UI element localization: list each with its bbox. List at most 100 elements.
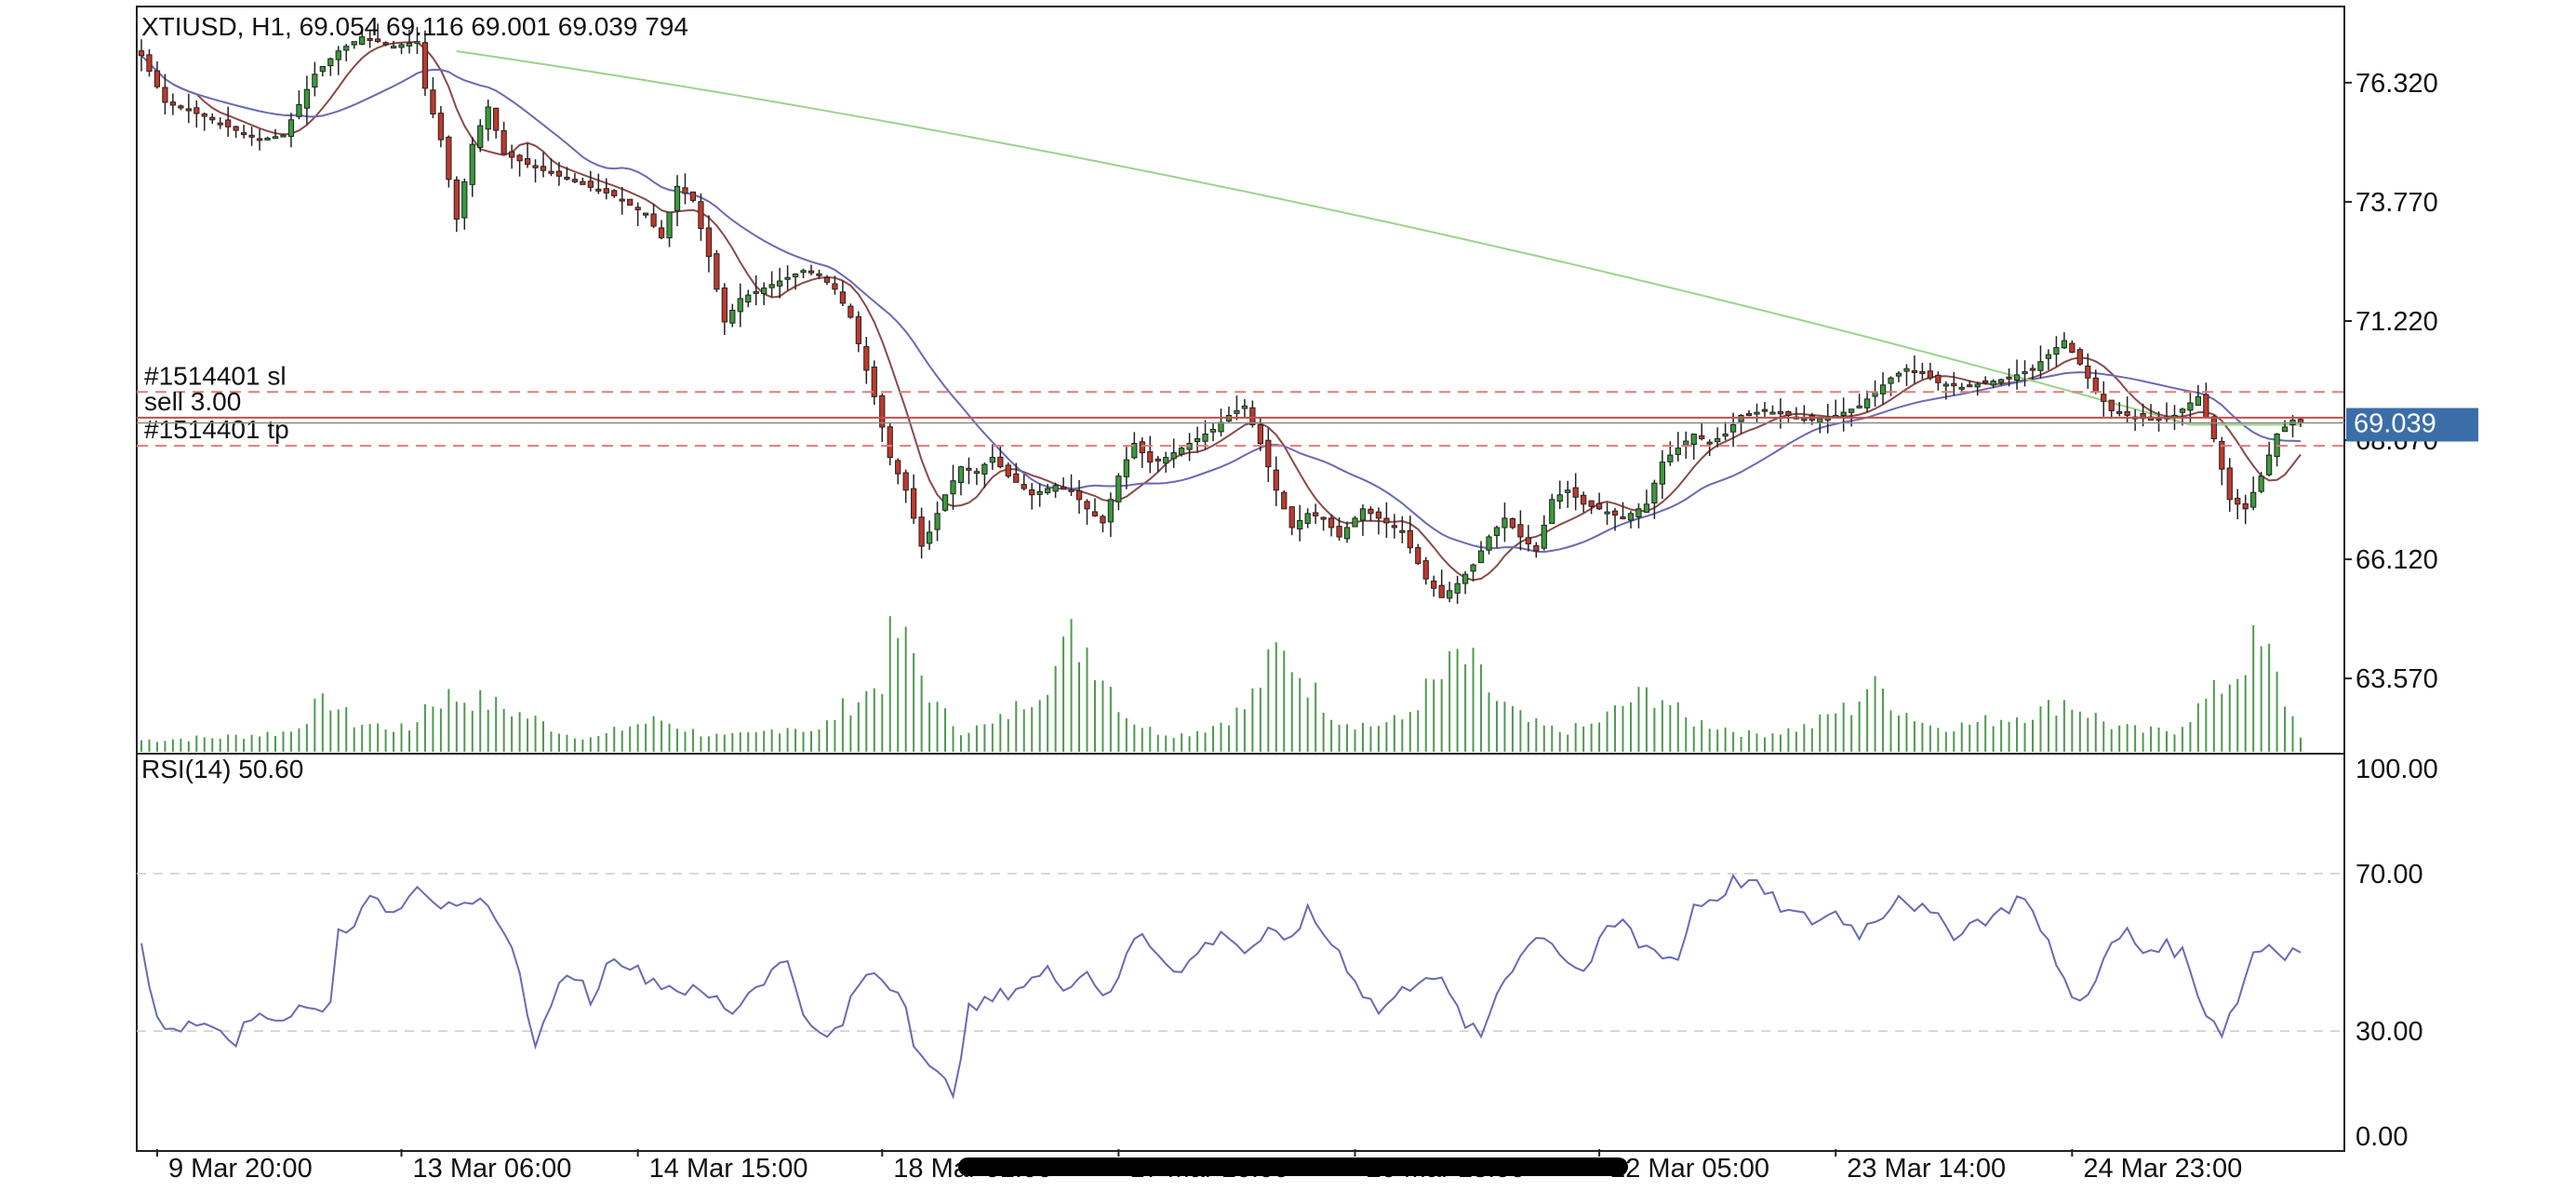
- candle: [768, 271, 775, 297]
- candle: [256, 128, 263, 151]
- candle: [421, 30, 429, 97]
- candle: [1209, 422, 1217, 442]
- candle: [1163, 451, 1169, 473]
- candle: [153, 61, 161, 89]
- candle: [240, 125, 247, 139]
- candle: [414, 27, 420, 55]
- candle: [146, 49, 153, 77]
- time-tick-label: 13 Mar 06:00: [413, 1154, 572, 1184]
- candle: [248, 127, 255, 146]
- candle: [1588, 500, 1595, 515]
- candle: [272, 128, 279, 140]
- candle: [658, 220, 665, 240]
- candle: [1951, 371, 1957, 395]
- candle: [611, 189, 618, 198]
- candle: [1234, 395, 1240, 421]
- candle: [1273, 456, 1279, 506]
- candle: [1879, 372, 1887, 405]
- candle: [2069, 340, 2075, 354]
- candle: [335, 46, 341, 75]
- candle: [1863, 390, 1871, 412]
- candle: [2265, 441, 2273, 477]
- candle: [162, 74, 168, 115]
- candle: [1336, 517, 1342, 542]
- candle: [1021, 474, 1027, 491]
- candle: [1123, 447, 1129, 489]
- candle: [501, 121, 507, 154]
- candle: [1990, 379, 1996, 389]
- candle: [1974, 381, 1981, 396]
- candle: [233, 126, 239, 139]
- candle: [1147, 435, 1154, 474]
- candle: [1060, 477, 1067, 489]
- candle: [2195, 384, 2202, 406]
- candle: [918, 507, 925, 559]
- candle: [1415, 543, 1421, 566]
- candle: [280, 133, 287, 138]
- candle: [555, 161, 563, 186]
- candle: [1115, 473, 1122, 511]
- candle: [359, 31, 366, 46]
- candle: [1431, 575, 1437, 597]
- moving-averages: [140, 41, 2302, 582]
- candle: [2210, 414, 2217, 443]
- candle: [1942, 381, 1949, 400]
- candle: [1722, 422, 1728, 441]
- candle: [1075, 479, 1083, 515]
- candle: [650, 204, 657, 229]
- candle: [1375, 507, 1382, 535]
- candle: [1407, 515, 1413, 554]
- candle: [895, 458, 901, 485]
- candle: [540, 152, 547, 178]
- candle: [296, 90, 302, 120]
- candle: [1352, 515, 1358, 528]
- candle: [1013, 462, 1020, 483]
- candle: [1517, 510, 1524, 551]
- candle: [619, 186, 625, 215]
- candle: [2242, 494, 2249, 525]
- candle: [1572, 473, 1579, 511]
- volume-bars: [140, 616, 2302, 752]
- rsi-tick-label: 100.00: [2356, 755, 2438, 784]
- price-tick-label: 71.220: [2356, 307, 2438, 337]
- candle: [2006, 368, 2012, 387]
- candle: [209, 113, 216, 125]
- candle: [682, 173, 688, 205]
- candle: [1659, 449, 1665, 500]
- candle: [1091, 498, 1099, 517]
- candle: [398, 43, 405, 55]
- candle: [1265, 428, 1272, 483]
- candle: [1399, 515, 1406, 543]
- candle: [2022, 360, 2028, 387]
- candle: [1903, 364, 1910, 386]
- candle: [2085, 353, 2091, 389]
- candle: [761, 282, 767, 305]
- candle: [2258, 472, 2264, 494]
- candle: [941, 494, 949, 512]
- current-price-badge: 69.039: [2346, 408, 2478, 442]
- candle: [571, 173, 579, 183]
- candle: [666, 211, 673, 248]
- candle: [461, 178, 468, 230]
- candle: [532, 159, 539, 183]
- rsi-label: RSI(14) 50.60: [141, 755, 303, 783]
- candle: [1611, 507, 1619, 531]
- candle: [1533, 542, 1540, 558]
- price-tick-label: 66.120: [2356, 545, 2438, 575]
- candle: [1754, 403, 1760, 422]
- candle: [225, 106, 232, 138]
- candle: [1967, 380, 1973, 388]
- candle: [1477, 541, 1485, 564]
- candle: [1068, 474, 1074, 497]
- candle: [848, 303, 854, 319]
- price-tick-label: 63.570: [2356, 664, 2438, 694]
- candle: [2053, 336, 2060, 368]
- candle: [1761, 401, 1768, 417]
- candle: [634, 202, 641, 227]
- candle: [863, 336, 870, 384]
- candle: [729, 303, 736, 328]
- order-label: #1514401 sl: [144, 361, 287, 390]
